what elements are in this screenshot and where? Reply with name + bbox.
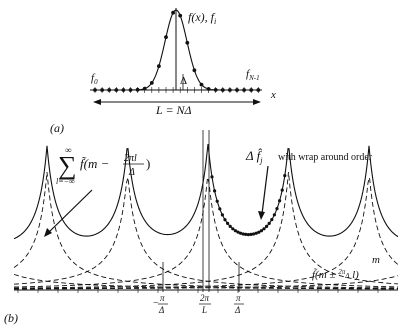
formula-arrow-head — [44, 228, 52, 237]
sample-dot — [249, 88, 254, 92]
sample-dot — [213, 88, 218, 92]
sample-dot — [135, 87, 140, 92]
sum-frac-num: 2πl — [124, 153, 137, 164]
sum-close: ) — [146, 156, 150, 171]
wrap-sample-dot — [220, 213, 224, 217]
gaussian-samples — [93, 10, 261, 92]
wrap-sample-dot — [257, 230, 261, 234]
wrap-sample-dot — [241, 232, 245, 236]
end-sample-label: fN-1 — [246, 68, 260, 82]
wrap-sample-dot — [246, 233, 250, 237]
sample-dot — [228, 88, 232, 92]
wrap-sample-dot — [272, 213, 276, 217]
shifted-peak-curve — [13, 177, 399, 289]
sample-dot — [178, 13, 183, 18]
shifted-peak-curve — [13, 171, 399, 289]
tick-neg-sign: − — [153, 298, 159, 309]
sample-dot — [171, 10, 176, 15]
sample-dot — [235, 88, 239, 92]
length-arrow-right — [253, 99, 261, 105]
wrap-sample-dot — [262, 227, 266, 231]
sum-term: f̃(m − — [80, 156, 109, 171]
wrap-sample-dot — [218, 207, 222, 211]
wrap-sample-dot — [244, 232, 248, 236]
shift-label: f̃(m ± 2πΔ l) — [312, 268, 359, 281]
wrap-arrow-head — [258, 211, 265, 220]
wrap-sample-dot — [249, 232, 253, 236]
sample-dot — [149, 81, 154, 85]
sample-dot — [121, 88, 126, 92]
panel-a: f(x), fi f0 fN-1 Δ x L = NΔ (a) — [50, 8, 276, 135]
formula-arrow — [46, 189, 93, 235]
sample-dot — [100, 88, 104, 92]
wrap-sample-dot — [275, 207, 279, 211]
sample-dot — [192, 68, 197, 73]
wrap-sample-dot — [233, 229, 237, 233]
sum-upper-limit: ∞ — [65, 145, 71, 155]
tick-neg-den: Δ — [158, 305, 164, 315]
sample-dot — [157, 64, 161, 68]
delta-label: Δ — [180, 75, 187, 87]
sample-dot — [107, 88, 112, 92]
tick-pos-den: Δ — [234, 305, 240, 315]
sample-dot — [93, 88, 97, 92]
start-sample-label: f0 — [91, 72, 98, 86]
shifted-spectra — [13, 171, 399, 290]
periodic-sum-curve — [13, 143, 399, 240]
sample-dot — [128, 88, 133, 92]
wrap-around-text: with wrap around order — [278, 152, 373, 163]
panel-b-label: (b) — [4, 311, 18, 325]
length-label: L = NΔ — [155, 103, 192, 117]
sample-dot — [242, 88, 247, 92]
length-arrow-left — [93, 99, 101, 105]
x-axis-label: x — [270, 89, 276, 101]
wrap-sample-dot — [265, 224, 269, 228]
wrap-around-samples — [210, 174, 287, 237]
sum-symbol: ∑ — [58, 151, 77, 180]
panel-a-label: (a) — [50, 121, 64, 135]
wrap-sample-dot — [254, 231, 258, 235]
wrap-sample-dot — [236, 230, 240, 234]
wrap-sample-dot — [278, 199, 282, 203]
sample-dot — [256, 88, 261, 92]
tick-markers — [162, 130, 240, 292]
shifted-peak-curve — [13, 177, 399, 290]
tick-mid-num: 2π — [200, 293, 210, 303]
wrap-arrow — [261, 165, 269, 215]
sample-dot — [206, 87, 211, 91]
wrap-sample-dot — [210, 175, 214, 179]
sum-frac-den: Δ — [128, 167, 135, 178]
sample-dot — [185, 40, 190, 45]
wrap-sample-dot — [267, 221, 271, 225]
tick-neg-num: π — [160, 293, 165, 303]
sample-dot — [114, 88, 119, 92]
wrap-sample-dot — [259, 229, 263, 233]
delta-f-label: Δ f̂j — [245, 148, 263, 165]
wrap-sample-dot — [226, 221, 230, 225]
wrap-sample-dot — [215, 199, 219, 203]
wrap-sample-dot — [283, 174, 287, 178]
sample-dot — [199, 82, 204, 87]
tick-mid-den: L — [201, 305, 207, 315]
wrap-sample-dot — [280, 188, 284, 192]
wrap-sample-dot — [223, 218, 227, 222]
sample-dot — [142, 86, 147, 91]
wrap-sample-dot — [231, 227, 235, 231]
wrap-sample-dot — [270, 218, 274, 222]
sample-dot — [220, 88, 225, 92]
panel-b: ∞ ∑ l=−∞ f̃(m − 2πl Δ ) Δ f̂j with wrap … — [4, 130, 399, 325]
curve-label: f(x), fi — [188, 10, 216, 26]
tick-pos-num: π — [236, 293, 241, 303]
wrap-sample-dot — [228, 224, 232, 228]
sum-lower-limit: l=−∞ — [56, 177, 75, 186]
wrap-sample-dot — [252, 232, 256, 236]
sample-dot — [164, 35, 168, 39]
m-axis-label: m — [372, 254, 380, 266]
shifted-peak-curve — [13, 177, 399, 288]
shifted-peak-curve — [14, 275, 399, 290]
wrap-sample-dot — [213, 189, 217, 193]
wrap-sample-dot — [239, 231, 243, 235]
